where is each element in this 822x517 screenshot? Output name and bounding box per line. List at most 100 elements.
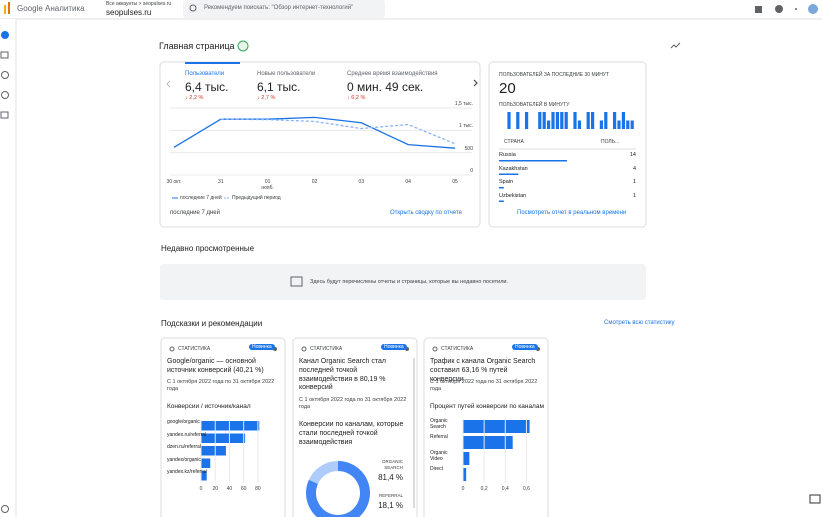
minute-bar [525,112,529,129]
search-box[interactable] [183,0,385,18]
card-badge: Новинка [381,344,407,351]
help-icon[interactable] [775,5,783,13]
country-bar [499,173,519,175]
country-bar [499,200,504,202]
bar [201,458,211,468]
x-tick-label: 40 [226,485,233,492]
tab-change: ↓ 2,2 % [185,95,204,101]
x-tick-label: 30 окт. [166,179,182,185]
line-series [173,116,456,149]
property-selector[interactable]: seopulses.ru [106,8,152,17]
recent-empty-text: Здесь будут перечислены отчеты и страниц… [310,279,509,285]
bar [463,420,530,433]
section-title: Недавно просмотренные [161,244,255,253]
logo [4,5,6,14]
legend-label: Предыдущий период [232,195,281,201]
column-header[interactable]: СТРАНА [504,139,524,145]
legend-label: последние 7 дней [180,195,222,201]
x-tick-label: 0,2 [480,486,488,492]
all-insights-link[interactable]: Смотреть всю статистику [604,320,675,326]
realtime-total: 20 [499,80,516,97]
overview-card [159,61,481,228]
card-date: С 1 октября 2022 года по 31 октября 2022… [430,379,538,392]
donut-value: 18,1 % [378,501,403,510]
tab-value: 6,4 тыс. [185,80,229,94]
donut-value: 81,4 % [378,473,403,482]
nav-settings[interactable] [1,505,9,513]
column-header[interactable]: ПОЛЬ... [601,139,620,145]
card-headline: Google/organic — основной источник конве… [167,358,264,374]
avatar[interactable] [808,4,818,14]
card-badge: Новинка [249,344,275,351]
card-badge: Новинка [512,344,538,351]
minute-bar [507,112,511,129]
nav-advertising[interactable] [1,91,9,99]
card-chart-title: Конверсии / источник/канал [167,403,251,410]
card-headline: Трафик с канала Organic Search составил … [430,358,536,383]
donut-label: REFERRAL [378,493,403,498]
bar-label: yandex/organic [167,456,201,463]
menu-icon[interactable] [795,8,797,10]
nav-home[interactable] [1,31,9,39]
x-tick-label: 03 [358,179,365,185]
x-tick-label: 20 [212,485,218,492]
country-users: 1 [632,192,636,199]
tab-change: ↓ 6,2 % [347,95,366,101]
card-tag: СТАТИСТИКА [441,346,474,352]
bar-label: dzen.ru/referral [167,444,201,450]
bar-label: google/organic [167,419,200,425]
y-tick-label: 500 [464,145,473,152]
country-name: Uzbekistan [499,192,527,199]
breadcrumb[interactable]: Все аккаунты > seopulses.ru [106,1,172,7]
bar [463,436,513,449]
minute-bar [516,112,520,129]
apps-icon[interactable] [755,6,762,13]
recent-icon [290,276,303,287]
insights-icon[interactable] [670,42,681,49]
nav-explore[interactable] [1,71,9,79]
card-date: С 1 октября 2022 года по 31 октября 2022… [299,397,407,410]
logo [8,2,10,14]
status-chip[interactable] [237,40,249,52]
minute-bar [586,112,590,129]
nav-reports[interactable] [0,51,9,59]
x-tick-label: 01 нояб. [261,179,274,192]
country-name: Russia [499,152,516,158]
tab-value: 6,1 тыс. [257,80,301,94]
bar [201,471,207,481]
bar [463,452,470,465]
x-tick-label: 04 [405,179,411,185]
realtime-link[interactable]: Посмотреть отчет в реальном времени [517,210,627,216]
section-title: Подсказки и рекомендации [161,319,263,328]
overview-link[interactable]: Открыть сводку по отчете [390,210,462,216]
bar [201,421,260,431]
realtime-card [488,61,647,228]
card-date: С 1 октября 2022 года по 31 октября 2022… [167,379,275,392]
tag-icon [169,346,175,352]
x-tick-label: 0,4 [501,486,509,492]
minute-bar [626,120,630,129]
next-arrow[interactable] [473,79,478,87]
feedback-icon[interactable] [809,494,821,504]
card-headline: Канал Organic Search стал последней точк… [299,358,386,392]
tag-icon [432,346,438,352]
period-selector[interactable]: последние 7 дней [170,210,220,216]
y-tick-label: 1,5 тыс. [454,101,473,107]
country-name: Kazakhstan [499,165,528,172]
country-name: Spain [499,179,514,185]
minute-bar [542,112,546,129]
minute-bar [551,112,555,129]
bar-label: Organic Video [430,450,448,462]
recent-box [160,264,646,300]
tab-value: 0 мин. 49 сек. [347,80,424,94]
search-placeholder[interactable]: Рекомендуем поискать: "Обзор интернет-те… [204,5,354,11]
search-icon [189,4,197,12]
nav-configure[interactable] [0,111,9,119]
bar-label: Direct [430,466,444,472]
country-users: 14 [629,152,636,158]
prev-arrow[interactable] [166,80,171,88]
country-users: 4 [632,165,636,172]
x-tick-label: 0 [461,486,465,492]
x-tick-label: 0 [199,485,203,492]
bar [201,446,226,456]
